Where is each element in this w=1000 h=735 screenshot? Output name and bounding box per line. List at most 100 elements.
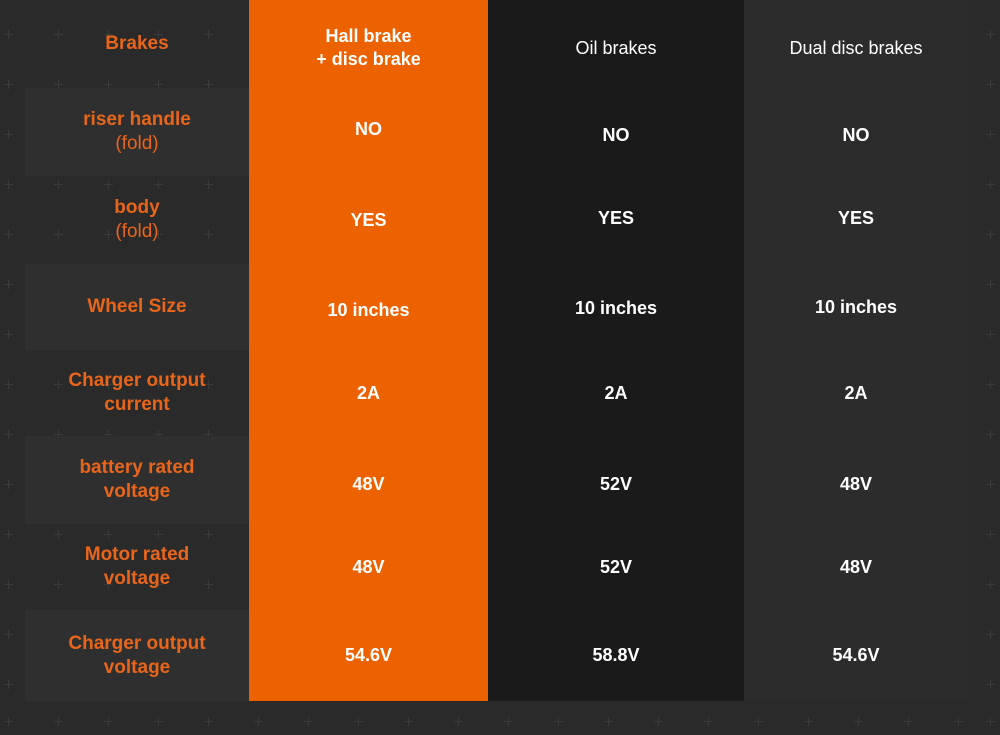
row-label-text: riser handle	[83, 109, 191, 130]
row-label-charger-voltage: Charger output voltage	[25, 610, 249, 701]
plus-mark	[986, 230, 995, 239]
plus-mark	[986, 480, 995, 489]
cell-text: YES	[350, 209, 387, 230]
cell-battery-3: 48V	[744, 436, 968, 532]
row-label-body: body (fold)	[25, 176, 249, 264]
cell-text: 48V	[352, 473, 385, 494]
plus-mark	[654, 717, 663, 726]
plus-mark	[986, 330, 995, 339]
plus-mark	[554, 717, 563, 726]
plus-mark	[4, 230, 13, 239]
cell-text: 48V	[352, 556, 385, 577]
plus-mark	[354, 717, 363, 726]
row-label-subtext: voltage	[103, 481, 171, 502]
cell-wheel-1: 10 inches	[249, 264, 488, 356]
cell-text: 2A	[604, 382, 628, 403]
plus-mark	[4, 180, 13, 189]
plus-mark	[204, 717, 213, 726]
plus-mark	[4, 80, 13, 89]
cell-text: 48V	[839, 556, 873, 577]
cell-riser-3: NO	[744, 88, 968, 182]
row-label-subtext: voltage	[103, 656, 171, 678]
cell-current-2: 2A	[488, 350, 744, 436]
cell-text: NO	[842, 124, 870, 145]
row-label-brakes: Brakes	[25, 0, 249, 88]
cell-charger-voltage-1: 54.6V	[249, 610, 488, 701]
row-label-text: Motor rated	[84, 544, 190, 565]
column-dark	[488, 0, 744, 701]
plus-mark	[4, 480, 13, 489]
cell-brakes-2: Oil brakes	[488, 0, 744, 96]
plus-mark	[986, 717, 995, 726]
cell-riser-1: NO	[249, 88, 488, 170]
plus-mark	[986, 380, 995, 389]
cell-text: NO	[602, 124, 630, 145]
column-gray	[744, 0, 968, 701]
cell-body-3: YES	[744, 176, 968, 260]
plus-mark	[954, 717, 963, 726]
cell-text: 54.6V	[832, 645, 880, 665]
plus-mark	[804, 717, 813, 726]
cell-battery-2: 52V	[488, 436, 744, 532]
plus-mark	[104, 717, 113, 726]
plus-mark	[986, 680, 995, 689]
cell-current-3: 2A	[744, 350, 968, 436]
cell-text: NO	[355, 118, 382, 139]
plus-mark	[4, 130, 13, 139]
plus-mark	[986, 30, 995, 39]
cell-text: 58.8V	[592, 645, 640, 665]
plus-mark	[986, 430, 995, 439]
plus-mark	[986, 530, 995, 539]
row-label-motor-voltage: Motor rated voltage	[25, 524, 249, 610]
cell-body-2: YES	[488, 176, 744, 260]
plus-mark	[4, 330, 13, 339]
plus-mark	[254, 717, 263, 726]
cell-motor-2: 52V	[488, 524, 744, 610]
row-label-wheel-size: Wheel Size	[25, 264, 249, 350]
plus-mark	[4, 430, 13, 439]
row-label-subtext: current	[104, 394, 170, 415]
row-label-riser-handle: riser handle (fold)	[25, 88, 249, 176]
plus-mark	[4, 380, 13, 389]
cell-motor-3: 48V	[744, 524, 968, 610]
cell-wheel-3: 10 inches	[744, 264, 968, 350]
cell-text: 10 inches	[574, 297, 658, 318]
cell-text-line2: + disc brake	[316, 49, 421, 69]
row-label-text: Charger output	[68, 370, 206, 391]
row-label-text: Wheel Size	[87, 296, 187, 317]
row-label-subtext: (fold)	[115, 133, 159, 154]
plus-mark	[4, 30, 13, 39]
cell-text: 54.6V	[344, 645, 393, 665]
cell-wheel-2: 10 inches	[488, 264, 744, 352]
cell-text: 52V	[599, 473, 633, 494]
cell-text: YES	[837, 207, 875, 228]
plus-mark	[404, 717, 413, 726]
cell-text: Oil brakes	[575, 37, 657, 58]
cell-text: 10 inches	[814, 296, 898, 317]
plus-mark	[454, 717, 463, 726]
cell-riser-2: NO	[488, 88, 744, 182]
cell-body-1: YES	[249, 176, 488, 264]
plus-mark	[4, 530, 13, 539]
cell-text: YES	[597, 207, 635, 228]
plus-mark	[4, 717, 13, 726]
plus-mark	[904, 717, 913, 726]
plus-mark	[704, 717, 713, 726]
cell-text: 52V	[599, 556, 633, 577]
plus-mark	[986, 280, 995, 289]
cell-brakes-3: Dual disc brakes	[744, 0, 968, 96]
row-label-text: Brakes	[105, 33, 169, 54]
cell-battery-1: 48V	[249, 436, 488, 532]
cell-motor-1: 48V	[249, 524, 488, 610]
row-label-subtext: (fold)	[115, 221, 159, 242]
row-label-text: body	[114, 197, 160, 218]
plus-mark	[986, 130, 995, 139]
row-label-text: battery rated	[79, 457, 195, 478]
cell-text: 2A	[844, 382, 868, 403]
plus-mark	[4, 580, 13, 589]
plus-mark	[854, 717, 863, 726]
cell-text: 2A	[356, 382, 380, 403]
cell-charger-voltage-3: 54.6V	[744, 610, 968, 701]
plus-mark	[154, 717, 163, 726]
plus-mark	[54, 717, 63, 726]
